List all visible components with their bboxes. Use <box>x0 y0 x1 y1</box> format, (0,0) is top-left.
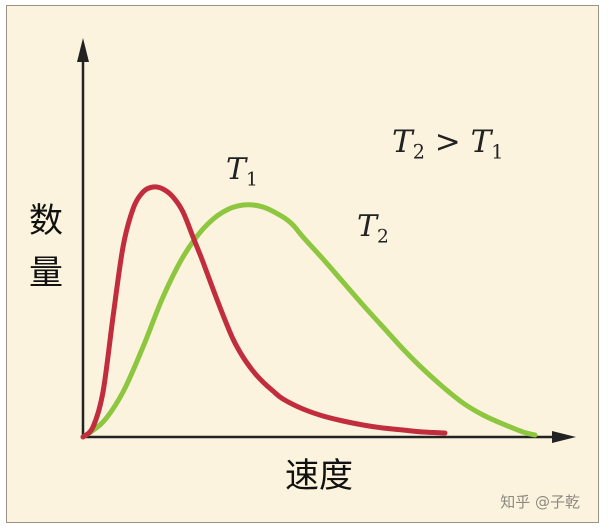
series-label-t2-symbol: T <box>357 209 378 244</box>
series-line-t1 <box>80 184 448 440</box>
y-axis-arrowhead <box>77 38 89 62</box>
plot-area <box>77 38 576 443</box>
x-axis-arrowhead <box>552 431 576 443</box>
temperature-comparison-annotation: T2 > T1 <box>392 124 504 164</box>
watermark: 知乎 @子乾 <box>500 493 580 511</box>
x-axis-label: 速度 <box>285 456 353 496</box>
annotation-left-subscript: 2 <box>412 140 425 164</box>
chart-frame: 数 量 速度 T1 T2 T2 > T1 知乎 @子乾 <box>6 5 599 523</box>
y-axis-label-char-1: 数 <box>29 201 63 241</box>
series-label-t2: T2 <box>357 209 389 248</box>
annotation-right-symbol: T <box>470 124 492 160</box>
series-label-t1: T1 <box>226 152 258 191</box>
axes <box>77 38 576 443</box>
series-label-t1-subscript: 1 <box>246 169 258 191</box>
y-axis-label-char-2: 量 <box>29 253 63 293</box>
series-label-t2-subscript: 2 <box>377 226 389 248</box>
series-line-t2 <box>80 202 538 440</box>
annotation-operator: > <box>424 124 471 160</box>
series-label-t1-symbol: T <box>226 152 247 187</box>
annotation-left-symbol: T <box>392 124 413 160</box>
annotation-right-subscript: 1 <box>491 140 504 164</box>
series-layer <box>80 184 538 440</box>
